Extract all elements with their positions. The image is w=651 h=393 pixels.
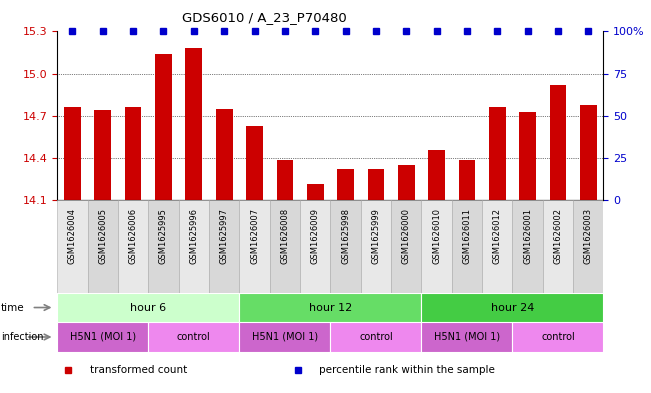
Bar (270, 200, 300, 293)
Bar (300, 200, 330, 293)
Bar (118, 200, 148, 293)
Bar (543, 200, 573, 293)
Bar (125, 107, 141, 200)
Bar (240, 293, 421, 322)
Text: GSM1626004: GSM1626004 (68, 208, 77, 264)
Text: control: control (541, 332, 575, 342)
Text: GSM1625995: GSM1625995 (159, 208, 168, 264)
Bar (330, 322, 421, 352)
Bar (178, 200, 209, 293)
Bar (421, 322, 512, 352)
Bar (368, 169, 384, 200)
Bar (216, 109, 232, 200)
Text: hour 24: hour 24 (491, 303, 534, 312)
Bar (88, 200, 118, 293)
Text: transformed count: transformed count (90, 365, 187, 375)
Text: GSM1626010: GSM1626010 (432, 208, 441, 264)
Bar (519, 112, 536, 200)
Bar (361, 200, 391, 293)
Text: GSM1626009: GSM1626009 (311, 208, 320, 264)
Bar (57, 293, 240, 322)
Bar (330, 200, 361, 293)
Text: GSM1625999: GSM1625999 (372, 208, 380, 264)
Bar (391, 200, 421, 293)
Bar (57, 322, 148, 352)
Bar (155, 54, 172, 200)
Bar (512, 322, 603, 352)
Bar (148, 322, 240, 352)
Text: GSM1626002: GSM1626002 (553, 208, 562, 264)
Text: GSM1626006: GSM1626006 (129, 208, 137, 264)
Text: GSM1625996: GSM1625996 (189, 208, 199, 264)
Text: control: control (359, 332, 393, 342)
Bar (580, 105, 597, 200)
Text: GDS6010 / A_23_P70480: GDS6010 / A_23_P70480 (182, 11, 347, 24)
Bar (337, 169, 354, 200)
Bar (549, 85, 566, 200)
Bar (148, 200, 178, 293)
Bar (489, 107, 506, 200)
Bar (307, 184, 324, 200)
Text: H5N1 (MOI 1): H5N1 (MOI 1) (252, 332, 318, 342)
Bar (428, 150, 445, 200)
Bar (512, 200, 543, 293)
Text: GSM1626007: GSM1626007 (250, 208, 259, 264)
Bar (186, 48, 202, 200)
Text: H5N1 (MOI 1): H5N1 (MOI 1) (70, 332, 136, 342)
Text: infection: infection (1, 332, 43, 342)
Text: control: control (177, 332, 211, 342)
Text: GSM1626005: GSM1626005 (98, 208, 107, 264)
Bar (64, 107, 81, 200)
Text: hour 12: hour 12 (309, 303, 352, 312)
Bar (421, 200, 452, 293)
Bar (246, 126, 263, 200)
Text: time: time (1, 303, 24, 312)
Bar (240, 322, 330, 352)
Text: GSM1625998: GSM1625998 (341, 208, 350, 264)
Text: hour 6: hour 6 (130, 303, 167, 312)
Text: GSM1626011: GSM1626011 (462, 208, 471, 264)
Bar (94, 110, 111, 200)
Bar (240, 200, 270, 293)
Bar (458, 160, 475, 200)
Text: H5N1 (MOI 1): H5N1 (MOI 1) (434, 332, 500, 342)
Text: percentile rank within the sample: percentile rank within the sample (320, 365, 495, 375)
Bar (421, 293, 603, 322)
Text: GSM1626012: GSM1626012 (493, 208, 502, 264)
Text: GSM1626003: GSM1626003 (584, 208, 593, 264)
Bar (398, 165, 415, 200)
Bar (57, 200, 88, 293)
Bar (209, 200, 240, 293)
Text: GSM1626000: GSM1626000 (402, 208, 411, 264)
Text: GSM1626008: GSM1626008 (281, 208, 289, 264)
Text: GSM1625997: GSM1625997 (219, 208, 229, 264)
Bar (277, 160, 293, 200)
Bar (573, 200, 603, 293)
Bar (452, 200, 482, 293)
Text: GSM1626001: GSM1626001 (523, 208, 532, 264)
Bar (482, 200, 512, 293)
